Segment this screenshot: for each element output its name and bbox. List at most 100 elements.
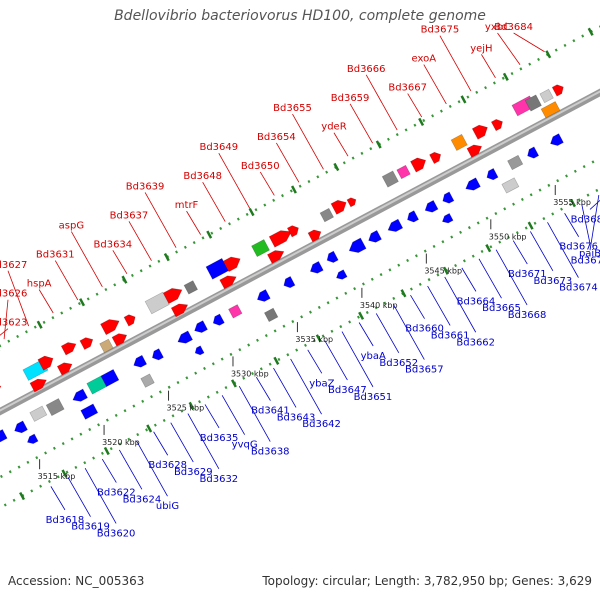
track-tick [570, 198, 576, 208]
gene-feature [144, 291, 170, 315]
gene-feature [319, 207, 334, 223]
gene-feature [309, 260, 324, 274]
label-leader-line [589, 199, 600, 210]
label-leader-line [581, 204, 591, 244]
kbp-tick-label: 3545 kbp [424, 267, 462, 276]
label-leader-line [136, 440, 168, 497]
label-leader-line [547, 222, 579, 278]
track-tick [206, 230, 213, 239]
forward-gene-label: yxbC [485, 22, 510, 33]
reverse-gene-label: Bd3619 [71, 522, 110, 533]
label-leader-line [202, 181, 226, 222]
gene-feature [194, 320, 208, 333]
reverse-gene-label: paiB [579, 249, 600, 260]
gene-feature [450, 133, 468, 151]
track-tick [36, 320, 43, 329]
gene-feature [133, 354, 148, 368]
label-leader-line [84, 467, 117, 524]
reverse-gene-label: Bd3679 [571, 255, 600, 266]
forward-gene-label: Bd3655 [273, 103, 312, 114]
gene-feature [27, 433, 39, 444]
label-leader-line [3, 299, 9, 340]
gene-feature [100, 369, 120, 387]
gene-feature [0, 385, 2, 389]
kbp-tick-label: 3550 kbp [489, 232, 527, 241]
label-leader-line [0, 328, 9, 336]
kbp-tick-label: 3525 kbp [167, 404, 205, 413]
gene-feature [429, 151, 442, 165]
gene-feature [45, 398, 65, 417]
gene-features [0, 84, 564, 444]
reverse-gene-label: Bd3651 [354, 392, 393, 403]
track-tick [587, 27, 594, 36]
gene-feature [539, 88, 554, 104]
reverse-gene-label: Bd3661 [431, 330, 470, 341]
forward-gene-label: Bd3627 [0, 260, 27, 271]
forward-gene-label: Bd3639 [126, 181, 165, 192]
track-tick [290, 185, 297, 194]
label-leader-line [341, 331, 374, 388]
label-leader-line [375, 313, 400, 353]
track-tick [61, 469, 68, 478]
forward-gene-label: hspA [27, 279, 52, 290]
track-tick [333, 162, 340, 172]
label-leader-line [324, 340, 348, 381]
gene-feature [424, 199, 439, 213]
track-tick [103, 446, 110, 456]
forward-gene-label: aspG [59, 221, 84, 232]
track-tick [163, 253, 170, 262]
reverse-gene-label: Bd3643 [277, 412, 316, 423]
gene-feature [263, 307, 279, 323]
label-leader-line [170, 422, 194, 463]
forward-gene-label: Bd3654 [257, 132, 296, 143]
reverse-gene-label: Bd3660 [405, 324, 444, 335]
track-lines [0, 25, 600, 507]
gene-feature [162, 288, 183, 305]
gene-feature [286, 225, 299, 238]
reverse-gene-label: Bd3680 [571, 214, 600, 225]
label-leader-line [307, 349, 323, 374]
label-leader-line [444, 276, 477, 333]
label-leader-line [273, 367, 297, 408]
label-leader-line [259, 171, 275, 196]
label-leader-line [119, 449, 143, 490]
label-leader-line [128, 221, 152, 261]
label-leader-line [221, 395, 245, 435]
label-leader-line [427, 285, 451, 326]
kbp-tick-label: 3535 kbp [295, 335, 333, 344]
gene-feature [348, 237, 367, 254]
label-leader-line [187, 413, 220, 470]
track-tick [121, 275, 128, 284]
gene-feature [177, 330, 194, 344]
reverse-gene-label: Bd3641 [251, 406, 290, 417]
label-leader-line [290, 358, 322, 415]
reverse-gene-label: ybaZ [309, 378, 334, 389]
map-title: Bdellovibrio bacteriovorus HD100, comple… [114, 8, 486, 24]
gene-feature [540, 101, 561, 119]
label-leader-line [495, 249, 528, 306]
kbp-tick-label: 3555 kbp [553, 198, 591, 207]
gene-feature [381, 170, 399, 188]
reverse-gene-label: Bd3671 [508, 269, 547, 280]
gene-feature [326, 250, 339, 263]
gene-feature [410, 157, 427, 173]
gene-feature [330, 199, 347, 215]
reverse-gene-label: Bd3668 [508, 310, 547, 321]
gene-feature [151, 348, 164, 361]
reverse-gene-label: Bd3662 [456, 337, 495, 348]
gene-feature [140, 373, 155, 388]
label-leader-line [256, 376, 271, 401]
gene-feature [100, 319, 120, 336]
track-dotted-line-3 [3, 187, 600, 507]
reverse-gene-label: Bd3632 [200, 474, 239, 485]
label-leader-line [497, 32, 521, 66]
forward-gene-label: Bd3667 [388, 83, 427, 94]
gene-feature [336, 269, 348, 280]
accession-text: Accession: NC_005363 [8, 574, 145, 588]
forward-gene-label: Bd3623 [0, 318, 27, 329]
label-leader-line [186, 210, 201, 235]
gene-feature [283, 275, 296, 289]
reverse-gene-label: Bd3628 [148, 460, 187, 471]
gene-feature [465, 177, 481, 191]
forward-gene-label: Bd3648 [183, 171, 222, 182]
